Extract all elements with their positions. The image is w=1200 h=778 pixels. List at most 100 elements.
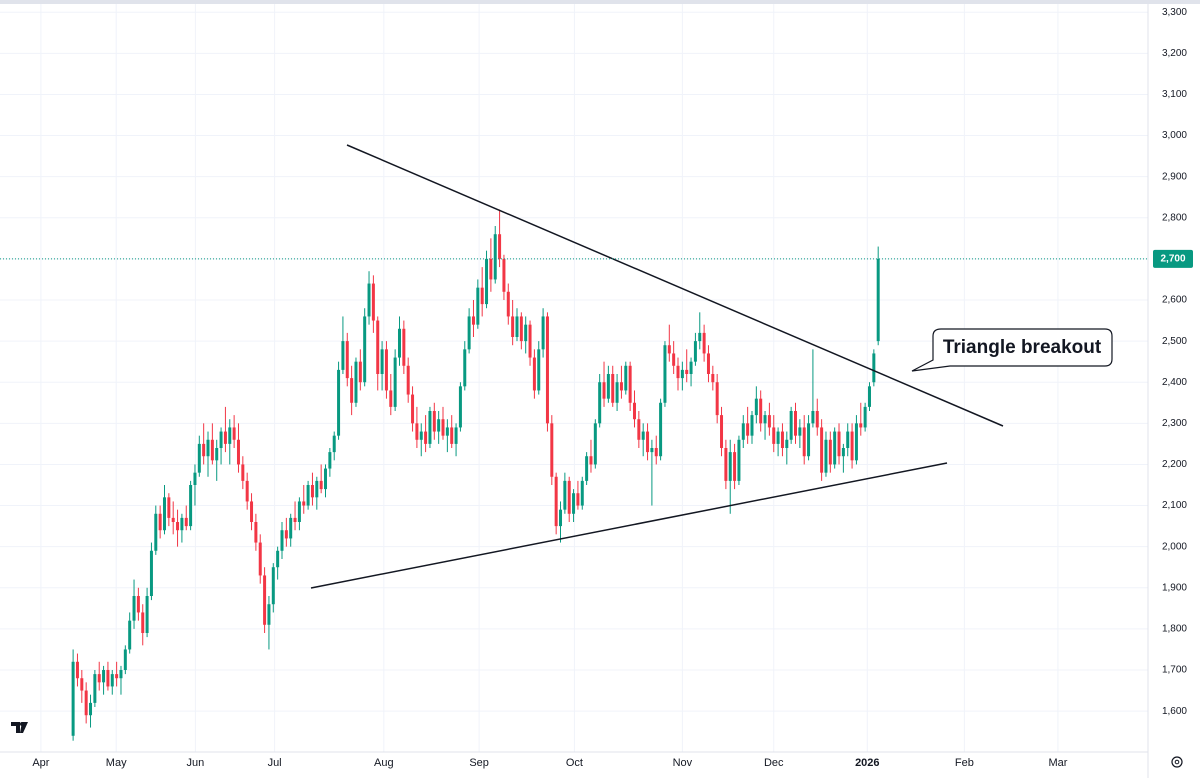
logo-dot: [20, 722, 24, 726]
candle-body: [750, 415, 754, 436]
candle-body: [424, 431, 428, 444]
candle-body: [846, 431, 850, 448]
candle-body: [672, 353, 676, 366]
candle-body: [789, 411, 793, 440]
candle-body: [728, 452, 732, 481]
y-tick-label: 3,200: [1162, 48, 1187, 59]
candle-body: [554, 476, 558, 527]
candle-body: [397, 328, 401, 358]
candle-body: [141, 612, 145, 633]
candle-body: [189, 485, 193, 527]
logo-bg: [4, 712, 38, 742]
candle-body: [280, 530, 284, 551]
candle-body: [119, 670, 123, 679]
candle-body: [162, 497, 166, 531]
candle-body: [780, 431, 784, 448]
candle-body: [632, 402, 636, 420]
candle-body: [563, 480, 567, 510]
x-tick-label: Feb: [955, 757, 974, 769]
candle-body: [785, 439, 789, 448]
candle-body: [511, 316, 515, 337]
candle-body: [123, 649, 127, 670]
candle-body: [550, 423, 554, 477]
candle-body: [245, 480, 249, 502]
candle-body: [798, 427, 802, 436]
candle-body: [437, 419, 441, 432]
candle-body: [471, 316, 475, 325]
candle-body: [202, 443, 206, 457]
candle-body: [767, 415, 771, 428]
candle-body: [724, 448, 728, 481]
candle-body: [545, 316, 549, 424]
candle-body: [454, 427, 458, 444]
candle-body: [411, 394, 415, 424]
candle-body: [167, 497, 171, 518]
x-tick-label: Apr: [32, 757, 49, 769]
candle-body: [589, 456, 593, 465]
candle-body: [815, 411, 819, 428]
candle-body: [328, 452, 332, 469]
candle-body: [297, 501, 301, 522]
candle-body: [807, 423, 811, 457]
trend-line-lower: [310, 462, 948, 589]
candle-body: [102, 670, 106, 683]
candle-body: [232, 427, 236, 440]
candle-body: [106, 670, 110, 687]
candle-body: [676, 365, 680, 379]
candle-body: [515, 316, 519, 337]
candle-body: [667, 345, 671, 354]
candle-body: [759, 398, 763, 424]
candle-body: [654, 448, 658, 457]
candle-body: [358, 361, 362, 383]
candle-body: [698, 332, 702, 342]
candle-body: [84, 690, 88, 716]
y-tick-label: 3,100: [1162, 89, 1187, 100]
candle-body: [193, 472, 197, 485]
candle-body: [110, 674, 114, 687]
candle-body: [402, 328, 406, 366]
candle-body: [341, 341, 345, 370]
x-tick-label: Sep: [469, 757, 489, 769]
candle-body: [611, 374, 615, 403]
candle-body: [715, 382, 719, 416]
candle-body: [302, 501, 306, 506]
candle-body: [493, 234, 497, 280]
candle-body: [772, 427, 776, 444]
candle-body: [646, 431, 650, 453]
settings-gear[interactable]: [1171, 756, 1183, 768]
candle-body: [419, 431, 423, 440]
candle-body: [650, 448, 654, 453]
x-tick-label: Mar: [1048, 757, 1067, 769]
candle-body: [367, 283, 371, 317]
last-price-box: [1153, 249, 1193, 268]
y-tick-label: 2,300: [1162, 418, 1187, 429]
candle-body: [293, 517, 297, 522]
candle-body: [458, 386, 462, 428]
candle-body: [145, 596, 149, 633]
candle-body: [445, 427, 449, 436]
candle-body: [498, 234, 502, 259]
top-bar: [0, 0, 1200, 4]
candle-body: [254, 522, 258, 543]
candle-body: [628, 365, 632, 403]
candle-body: [619, 382, 623, 391]
candle-body: [176, 522, 180, 531]
candle-body: [210, 439, 214, 461]
candle-body: [354, 361, 358, 403]
candle-body: [350, 378, 354, 403]
grid: [0, 4, 1148, 752]
candle-body: [393, 357, 397, 407]
y-tick-label: 2,400: [1162, 377, 1187, 388]
x-tick-label: Jul: [268, 757, 282, 769]
settings-icon[interactable]: [1171, 756, 1183, 768]
candle-body: [184, 517, 188, 527]
x-tick-label: Aug: [374, 757, 394, 769]
candle-body: [850, 431, 854, 461]
candle-body: [872, 353, 876, 383]
candle-body: [467, 316, 471, 350]
candle-body: [263, 575, 267, 625]
y-tick-label: 2,200: [1162, 459, 1187, 470]
candle-body: [136, 596, 140, 613]
candle-body: [859, 423, 863, 428]
